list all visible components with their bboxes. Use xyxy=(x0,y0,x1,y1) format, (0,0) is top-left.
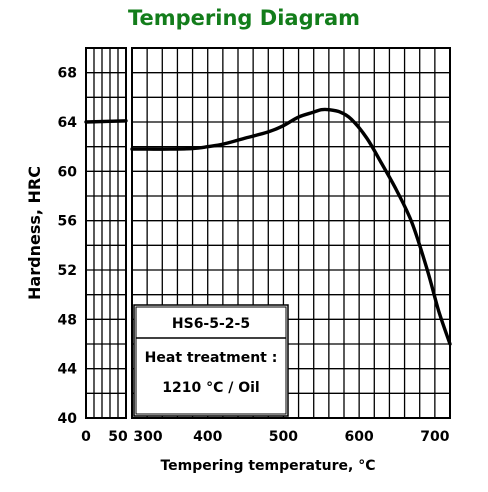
x-tick-label: 400 xyxy=(193,429,222,445)
y-tick-label: 68 xyxy=(58,66,77,82)
y-axis-label: Hardness, HRC xyxy=(25,166,44,300)
x-tick-label: 50 xyxy=(108,429,128,445)
y-tick-label: 52 xyxy=(58,263,77,279)
hardness-line-left-panel xyxy=(84,119,128,124)
x-tick-label: 0 xyxy=(81,429,91,445)
heat-treatment-label: Heat treatment : xyxy=(145,350,278,366)
chart-title: Tempering Diagram xyxy=(128,6,360,30)
x-tick-label: 300 xyxy=(133,429,162,445)
hardness-series xyxy=(84,107,452,346)
y-tick-label: 56 xyxy=(58,214,77,230)
y-tick-label: 40 xyxy=(58,411,78,427)
y-tick-label: 60 xyxy=(58,164,78,180)
x-axis-label: Tempering temperature, °C xyxy=(160,458,375,474)
x-tick-label: 500 xyxy=(269,429,298,445)
annotation-box-frame xyxy=(133,304,289,417)
left-panel-grid xyxy=(86,48,126,418)
hardness-line-right-panel xyxy=(130,107,452,346)
y-tick-labels: 40 44 48 52 56 60 64 68 xyxy=(58,66,78,427)
heat-treatment-value: 1210 °C / Oil xyxy=(162,380,259,396)
x-tick-label: 700 xyxy=(420,429,449,445)
y-tick-label: 44 xyxy=(58,362,78,378)
x-tick-labels: 0 50 300 400 500 600 700 xyxy=(81,429,450,445)
left-panel-frame xyxy=(85,47,127,419)
annotation-box-inner-frame xyxy=(135,306,287,415)
y-tick-label: 64 xyxy=(58,115,78,131)
x-tick-label: 600 xyxy=(345,429,374,445)
annotation-box: HS6-5-2-5 Heat treatment : 1210 °C / Oil xyxy=(133,304,289,417)
y-tick-label: 48 xyxy=(58,312,77,328)
steel-grade-label: HS6-5-2-5 xyxy=(172,316,250,332)
right-panel-frame xyxy=(131,47,451,419)
